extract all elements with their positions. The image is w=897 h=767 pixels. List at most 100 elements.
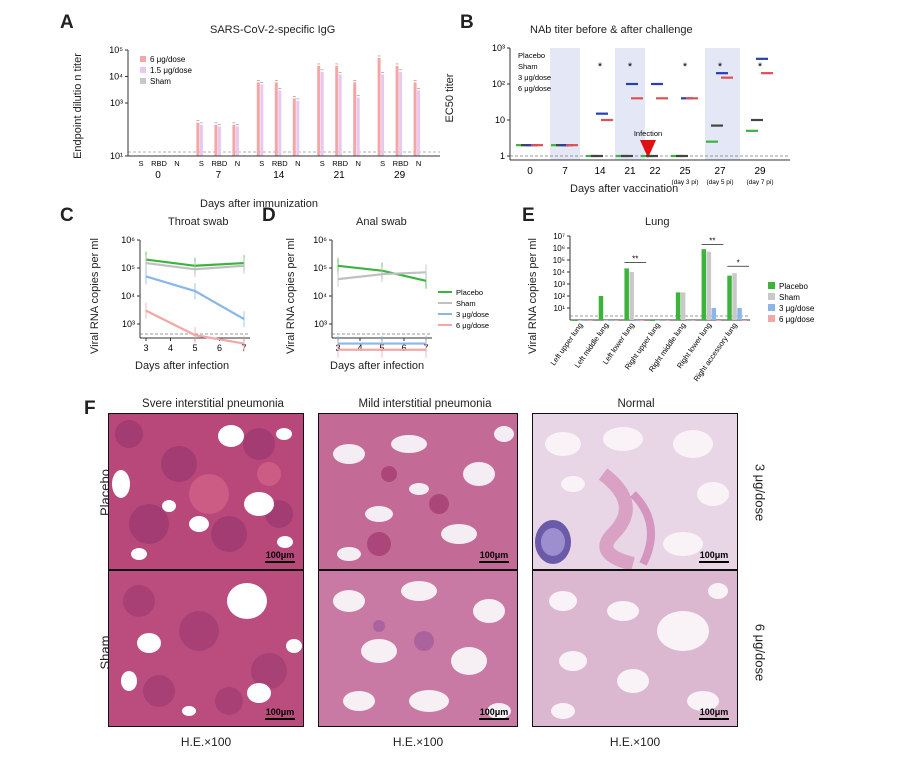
- panel-d-xlabel: Days after infection: [330, 360, 425, 372]
- bar-14-RBD-1: [278, 90, 282, 156]
- y-tick-label: 10³: [553, 280, 565, 289]
- magnification-col2: H.E.×100: [392, 735, 444, 749]
- bar-5-1: [706, 251, 712, 320]
- bar-29-RBD-1: [399, 71, 403, 156]
- sig-star: *: [718, 61, 723, 73]
- bar-7-S-1: [199, 124, 203, 156]
- panel-c-xlabel: Days after infection: [135, 360, 230, 372]
- day-label: 0: [155, 170, 161, 181]
- bar-21-RBD-0: [335, 65, 339, 156]
- sig-star: *: [758, 61, 763, 73]
- bar-14-S-0: [256, 82, 260, 156]
- antigen-label: S: [199, 159, 204, 168]
- day-label: 14: [273, 170, 285, 181]
- y-tick-label: 10³: [314, 319, 327, 329]
- sublabel: (day 7 pi): [746, 179, 773, 186]
- bar-6-3: [742, 320, 747, 321]
- scalebar-1: 100μm: [265, 550, 295, 563]
- bar-3-0: [650, 320, 655, 321]
- panel-a-xlabel: Days after immunization: [200, 198, 318, 210]
- antigen-label: N: [235, 159, 240, 168]
- panel-a-label: A: [60, 12, 74, 33]
- panel-b-xlabel: Days after vaccination: [570, 183, 679, 195]
- bar-7-N-1: [235, 126, 239, 156]
- panel-d-label: D: [262, 205, 276, 226]
- column-title-normal: Normal: [617, 398, 655, 410]
- panel-f-label: F: [84, 398, 96, 419]
- x-tick-label: 6: [217, 343, 222, 353]
- bar-29-S-0: [377, 57, 381, 156]
- antigen-label: RBD: [151, 159, 167, 168]
- row-label-3ug: 3 μg/dose: [752, 463, 768, 522]
- legend-label: 6 μg/dose: [150, 55, 186, 64]
- bar-0-1: [578, 320, 583, 321]
- y-tick-label: 10³: [122, 319, 135, 329]
- sublabel: (day 3 pi): [671, 179, 698, 186]
- sig-star: **: [632, 255, 638, 264]
- bar-21-RBD-1: [338, 74, 342, 156]
- y-tick-label: 10⁴: [121, 291, 135, 301]
- scalebar-text: 100μm: [479, 550, 509, 560]
- antigen-label: N: [174, 159, 179, 168]
- legend-label: Placebo: [456, 288, 483, 297]
- legend-label: 6 μg/dose: [779, 315, 815, 324]
- y-tick-label: 10⁵: [109, 45, 123, 55]
- panel-e-ylabel: Viral RNA copies per ml: [527, 238, 539, 354]
- bar-14-N-1: [296, 100, 300, 156]
- legend-label: Sham: [518, 62, 538, 71]
- column-title-severe: Svere interstitial pneumonia: [142, 398, 284, 410]
- day-label: 22: [649, 166, 661, 177]
- y-tick-label: 10⁶: [553, 244, 565, 253]
- legend-swatch: [140, 56, 146, 62]
- x-tick-label: 4: [357, 343, 362, 353]
- shade-block: [615, 48, 645, 160]
- magnification-col3: H.E.×100: [609, 735, 661, 749]
- row-label-6ug: 6 μg/dose: [752, 623, 768, 682]
- antigen-label: N: [355, 159, 360, 168]
- y-tick-label: 10³: [492, 43, 505, 53]
- bar-6-2: [737, 308, 742, 320]
- y-tick-label: 10⁴: [313, 291, 327, 301]
- y-tick-label: 1: [500, 151, 505, 161]
- bar-1-1: [603, 320, 609, 321]
- bar-3-2: [660, 320, 665, 321]
- scalebar-text: 100μm: [265, 707, 295, 717]
- antigen-label: N: [416, 159, 421, 168]
- panel-d-ylabel: Viral RNA copies per ml: [285, 238, 297, 354]
- y-tick-label: 10⁶: [121, 235, 135, 245]
- legend-label: 6 μg/dose: [518, 84, 551, 93]
- bar-14-S-1: [260, 84, 264, 156]
- legend-swatch: [140, 78, 146, 84]
- bar-2-1: [629, 272, 634, 320]
- panel-b-title: NAb titer before & after challenge: [530, 24, 693, 36]
- micrograph-severe-placebo: 100μm: [108, 413, 304, 570]
- bar-2-2: [634, 320, 639, 321]
- antigen-label: RBD: [332, 159, 348, 168]
- bar-29-RBD-0: [395, 65, 399, 156]
- sig-star: *: [683, 61, 688, 73]
- bar-2-0: [624, 268, 629, 320]
- bar-7-RBD-1: [217, 126, 221, 156]
- bar-21-N-0: [353, 82, 357, 156]
- y-tick-label: 10²: [492, 79, 505, 89]
- sig-star: **: [709, 236, 715, 245]
- bar-1-0: [598, 296, 604, 320]
- panel-e-label: E: [522, 205, 535, 226]
- legend-label: 1.5 μg/dose: [150, 66, 193, 75]
- day-label: 27: [714, 166, 726, 177]
- micrograph-severe-sham: 100μm: [108, 570, 304, 727]
- magnification-col1: H.E.×100: [180, 735, 232, 749]
- bar-29-S-1: [381, 74, 385, 156]
- y-tick-label: 10⁵: [553, 256, 565, 265]
- bar-21-N-1: [356, 97, 360, 156]
- day-label: 21: [334, 170, 346, 181]
- legend-label: Sham: [456, 299, 476, 308]
- legend-label: Placebo: [779, 282, 808, 291]
- panel-b-label: B: [460, 12, 474, 33]
- panel-a-title: SARS-CoV-2-specific IgG: [210, 24, 336, 36]
- y-tick-label: 10¹: [110, 151, 123, 161]
- bar-29-N-0: [413, 82, 417, 156]
- y-tick-label: 10⁴: [109, 72, 123, 82]
